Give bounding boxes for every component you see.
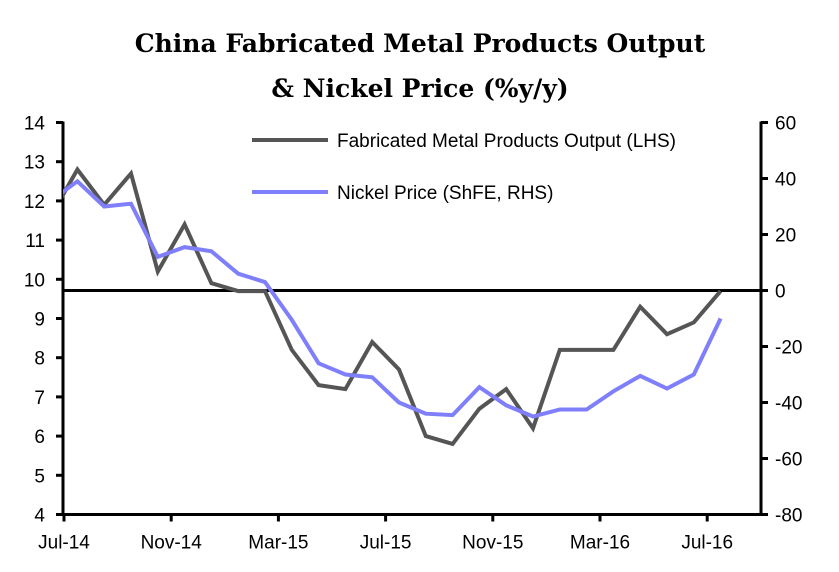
x-tick-label: Nov-15 <box>462 533 523 554</box>
left-tick-label: 8 <box>34 349 45 370</box>
axes: 4 5 6 7 8 9 10 11 12 13 14 -80 -60 -40 -20 0 20 40 60 Jul-1… <box>24 114 803 554</box>
chart-title-line-1: China Fabricated Metal Products Output <box>135 29 706 58</box>
left-tick-label: 5 <box>34 466 45 487</box>
chart-title-line-2: & Nickel Price (%y/y) <box>271 74 568 103</box>
left-tick-label: 7 <box>34 388 45 409</box>
right-tick-label: -40 <box>775 394 802 415</box>
right-tick-label: -20 <box>775 338 802 359</box>
right-tick-label: 40 <box>775 170 796 191</box>
right-tick-label: 0 <box>775 282 786 303</box>
right-tick-label: -60 <box>775 450 802 471</box>
x-tick-label: Mar-15 <box>248 533 308 554</box>
left-tick-label: 14 <box>24 114 46 135</box>
right-tick-label: 60 <box>775 114 796 135</box>
x-tick-label: Mar-16 <box>570 533 630 554</box>
left-tick-label: 9 <box>34 310 45 331</box>
left-tick-label: 4 <box>34 506 45 527</box>
left-tick-label: 6 <box>34 427 45 448</box>
x-tick-label: Jul-14 <box>38 533 90 554</box>
x-tick-label: Jul-15 <box>360 533 412 554</box>
legend-label-nickel: Nickel Price (ShFE, RHS) <box>337 183 553 204</box>
legend-label-output: Fabricated Metal Products Output (LHS) <box>337 131 676 152</box>
right-tick-label: 20 <box>775 226 796 247</box>
left-tick-label: 10 <box>24 270 45 291</box>
series-line-nickel <box>63 178 723 419</box>
right-tick-label: -80 <box>775 506 802 527</box>
x-tick-label: Jul-16 <box>681 533 733 554</box>
left-tick-label: 13 <box>24 153 45 174</box>
left-tick-label: 12 <box>24 192 45 213</box>
series-group <box>63 165 723 447</box>
legend: Fabricated Metal Products Output (LHS) N… <box>252 131 676 204</box>
left-tick-label: 11 <box>25 231 45 252</box>
series-line-output <box>63 165 723 447</box>
x-tick-label: Nov-14 <box>141 533 203 554</box>
